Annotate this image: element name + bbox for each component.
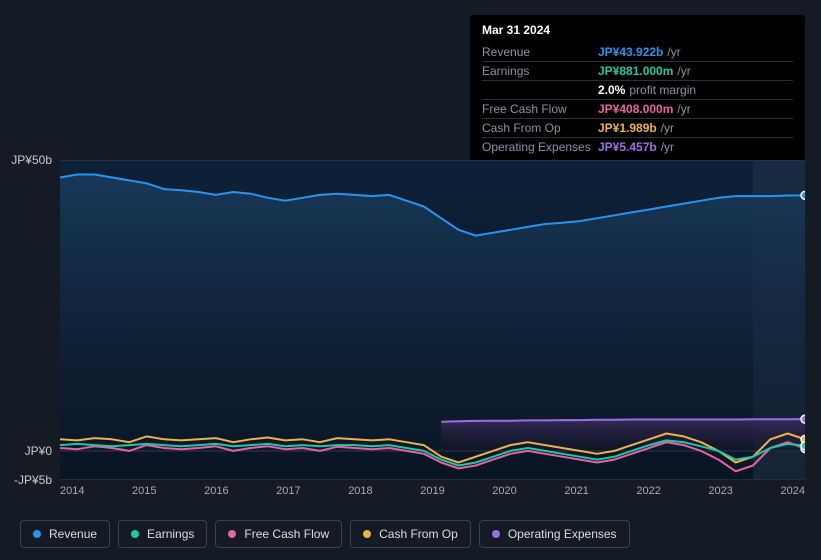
tooltip-metric-label: Cash From Op <box>482 121 598 135</box>
tooltip-metric-value: JP¥1.989b <box>598 121 657 135</box>
x-axis-label: 2016 <box>204 485 228 497</box>
tooltip-row: Cash From OpJP¥1.989b/yr <box>482 118 793 137</box>
tooltip-row: Free Cash FlowJP¥408.000m/yr <box>482 99 793 118</box>
legend-item-free-cash-flow[interactable]: Free Cash Flow <box>215 520 342 548</box>
tooltip-row: EarningsJP¥881.000m/yr <box>482 61 793 80</box>
legend-label: Operating Expenses <box>508 527 617 541</box>
x-axis-label: 2019 <box>420 485 444 497</box>
legend-label: Earnings <box>147 527 194 541</box>
legend-dot-icon <box>228 530 236 538</box>
x-axis-label: 2022 <box>636 485 660 497</box>
y-axis-label: -JP¥5b <box>0 473 58 487</box>
tooltip-metric-value: JP¥5.457b <box>598 140 657 154</box>
tooltip-metric-suffix: /yr <box>677 64 690 78</box>
tooltip-metric-label: Revenue <box>482 45 598 59</box>
tooltip-metric-value: JP¥408.000m <box>598 102 673 116</box>
legend-dot-icon <box>33 530 41 538</box>
tooltip-metric-label <box>482 83 598 97</box>
tooltip-metric-label: Earnings <box>482 64 598 78</box>
tooltip-row: RevenueJP¥43.922b/yr <box>482 43 793 61</box>
x-axis-label: 2021 <box>564 485 588 497</box>
tooltip-date: Mar 31 2024 <box>482 23 793 43</box>
x-axis-label: 2018 <box>348 485 372 497</box>
tooltip-metric-value: JP¥43.922b <box>598 45 663 59</box>
legend-item-cash-from-op[interactable]: Cash From Op <box>350 520 471 548</box>
tooltip-metric-suffix: /yr <box>677 102 690 116</box>
tooltip-metric-suffix: /yr <box>667 45 680 59</box>
chart-legend: Revenue Earnings Free Cash Flow Cash From O… <box>20 520 630 548</box>
tooltip-row: Operating ExpensesJP¥5.457b/yr <box>482 137 793 156</box>
chart-tooltip: Mar 31 2024 RevenueJP¥43.922b/yrEarnings… <box>470 15 805 164</box>
x-axis-label: 2023 <box>708 485 732 497</box>
financials-chart <box>60 160 805 480</box>
legend-dot-icon <box>131 530 139 538</box>
x-axis-label: 2015 <box>132 485 156 497</box>
legend-item-earnings[interactable]: Earnings <box>118 520 207 548</box>
tooltip-row: 2.0% profit margin <box>482 80 793 99</box>
tooltip-metric-value: 2.0% <box>598 83 625 97</box>
x-axis-label: 2020 <box>492 485 516 497</box>
x-axis-label: 2014 <box>60 485 84 497</box>
tooltip-metric-value: JP¥881.000m <box>598 64 673 78</box>
x-axis-label: 2017 <box>276 485 300 497</box>
tooltip-metric-label: Free Cash Flow <box>482 102 598 116</box>
tooltip-metric-suffix: /yr <box>661 121 674 135</box>
tooltip-metric-suffix: /yr <box>661 140 674 154</box>
legend-dot-icon <box>363 530 371 538</box>
y-axis-label: JP¥50b <box>0 153 58 167</box>
y-axis-label: JP¥0 <box>0 444 58 458</box>
x-axis: 2014 2015 2016 2017 2018 2019 2020 2021 2022 2023… <box>60 485 805 497</box>
legend-label: Free Cash Flow <box>244 527 329 541</box>
tooltip-metric-label: Operating Expenses <box>482 140 598 154</box>
legend-dot-icon <box>492 530 500 538</box>
tooltip-rows: RevenueJP¥43.922b/yrEarningsJP¥881.000m/… <box>482 43 793 156</box>
legend-item-operating-expenses[interactable]: Operating Expenses <box>479 520 630 548</box>
x-axis-label: 2024 <box>780 485 804 497</box>
legend-label: Cash From Op <box>379 527 458 541</box>
legend-item-revenue[interactable]: Revenue <box>20 520 110 548</box>
legend-label: Revenue <box>49 527 97 541</box>
tooltip-metric-suffix: profit margin <box>629 83 696 97</box>
